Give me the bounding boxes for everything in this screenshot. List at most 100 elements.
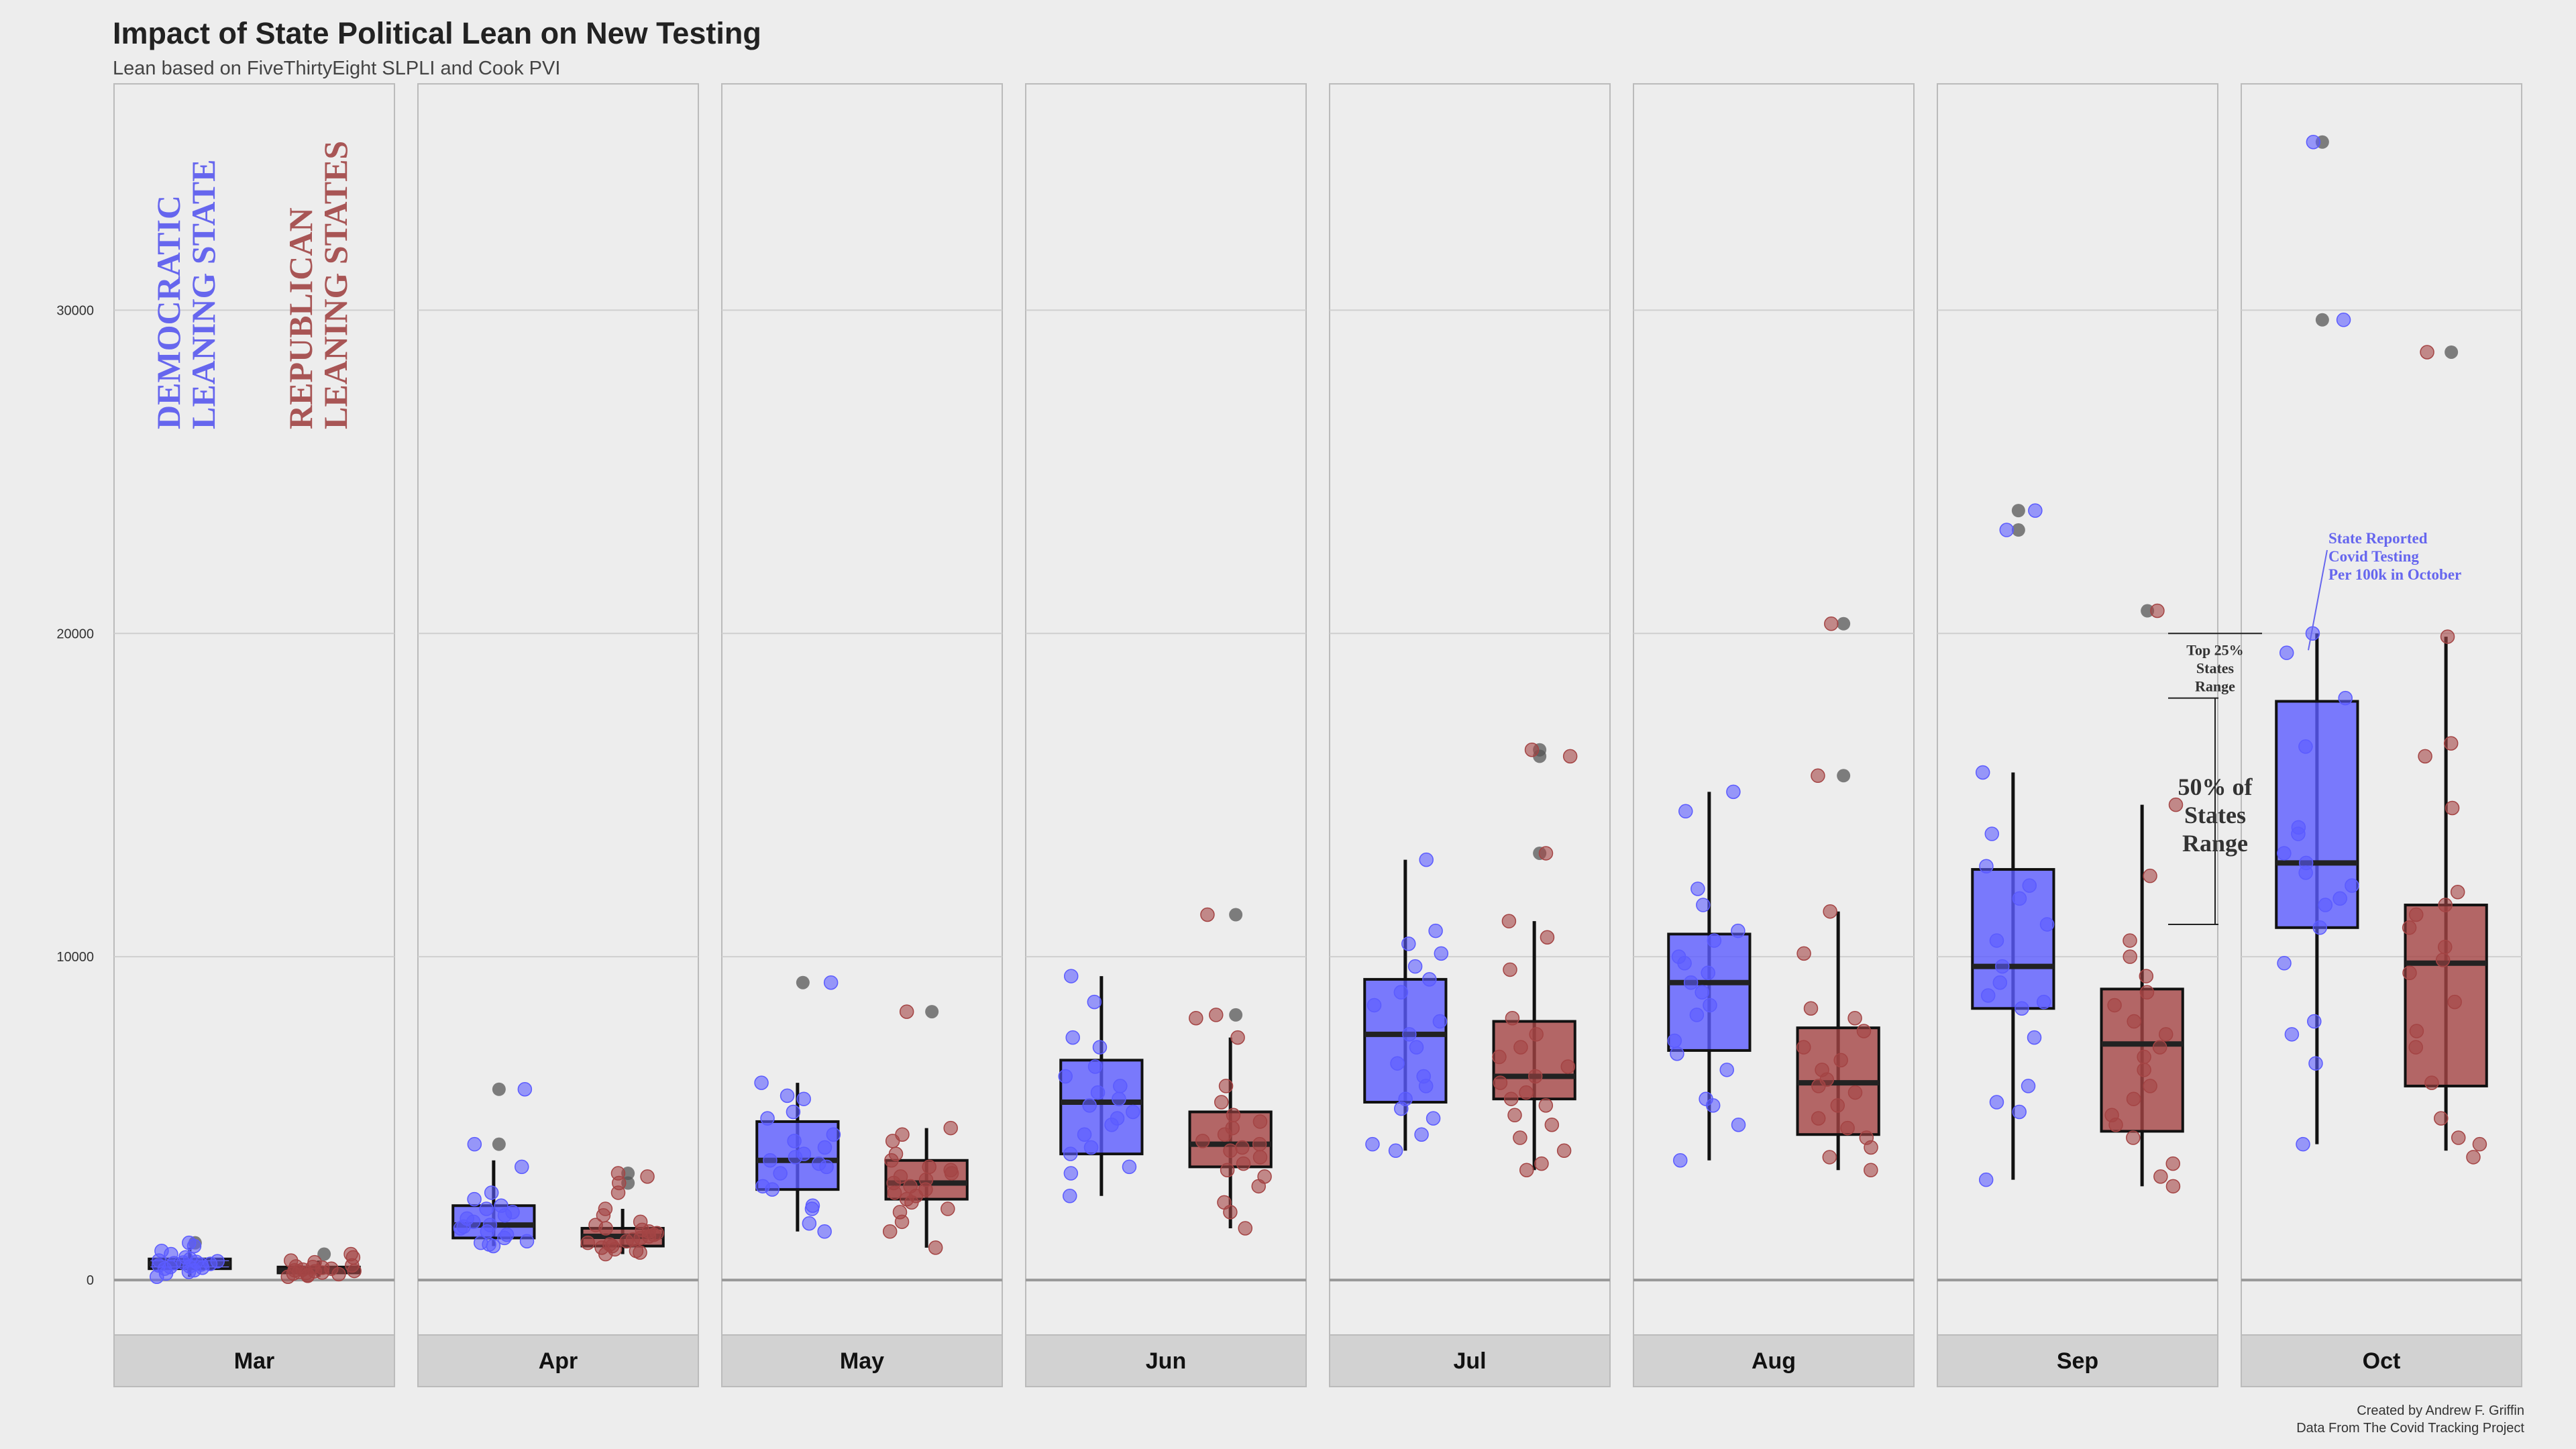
data-point [1126, 1104, 1140, 1120]
data-point [765, 1182, 780, 1197]
data-point [486, 1238, 501, 1254]
data-point [2015, 1001, 2029, 1016]
outlier-point [2315, 313, 2329, 327]
data-point [1999, 523, 2015, 537]
data-point [150, 1269, 164, 1285]
data-point [2338, 690, 2353, 706]
republican-leaning-label-line: LEANING STATES [317, 141, 354, 429]
data-point [1505, 1010, 1520, 1026]
data-point [519, 1234, 535, 1248]
data-point [2279, 645, 2294, 660]
data-point [1683, 975, 1699, 990]
panel-frame [1329, 83, 1611, 1336]
data-point [2126, 1130, 2141, 1145]
data-point [1519, 1163, 1534, 1177]
data-point [1830, 1098, 1845, 1113]
data-point [1667, 1033, 1682, 1049]
data-point [186, 1238, 202, 1254]
data-point [1979, 859, 1994, 873]
data-point [1995, 959, 2010, 974]
data-point [497, 1230, 512, 1246]
data-point [2277, 956, 2292, 971]
data-point [331, 1267, 346, 1282]
data-point [1238, 1221, 1253, 1236]
data-point [1426, 1111, 1441, 1126]
data-point [619, 1234, 634, 1248]
data-point [1975, 765, 1990, 780]
box-dem-jun [1058, 969, 1144, 1203]
data-point [899, 1004, 914, 1019]
data-point [1513, 1040, 1528, 1055]
data-point [1401, 936, 1416, 951]
democratic-leaning-label: DEMOCRATICLEANING STATE [150, 160, 222, 429]
data-point [2298, 739, 2313, 754]
facet-panel-aug: Aug [1633, 83, 1915, 1387]
data-point [2107, 998, 2122, 1013]
facet-panel-mar: Mar [113, 83, 395, 1387]
data-point [633, 1245, 647, 1260]
data-point [1670, 1046, 1684, 1061]
data-point [1690, 881, 1705, 896]
data-point [2022, 878, 2037, 893]
facet-strip-label: Mar [234, 1348, 274, 1374]
data-point [1519, 1085, 1534, 1100]
data-point [2137, 1049, 2151, 1065]
data-point [1418, 1079, 1434, 1093]
data-point [1529, 1027, 1544, 1042]
data-point [1731, 1118, 1746, 1132]
oct-testing-annotation-line: State Reported [2328, 530, 2428, 547]
facet-panel-may: May [721, 83, 1003, 1387]
data-point [2308, 1056, 2323, 1071]
outlier-point [621, 1167, 635, 1181]
data-point [2298, 865, 2313, 880]
data-point [2437, 939, 2453, 955]
data-point [2150, 603, 2165, 619]
data-point [2332, 891, 2347, 906]
data-point [1544, 1118, 1560, 1132]
data-point [760, 1111, 775, 1126]
data-point [1082, 1098, 1097, 1113]
data-point [1978, 1172, 1994, 1187]
data-point [2153, 1169, 2168, 1184]
data-point [1217, 1127, 1232, 1142]
data-point [2165, 1179, 2181, 1194]
data-point [1113, 1079, 1128, 1093]
data-point [1428, 923, 1443, 938]
data-point [2028, 503, 2043, 518]
data-point [1393, 985, 1409, 1000]
data-point [1796, 1040, 1811, 1055]
data-point [1524, 742, 1540, 757]
data-point [2447, 994, 2462, 1010]
data-point [2450, 885, 2465, 900]
data-point [1090, 1085, 1106, 1100]
data-point [2123, 949, 2137, 964]
facet-strip-label: Sep [2057, 1348, 2098, 1374]
fifty-percent-range-annotation-line: States [2184, 802, 2246, 828]
data-point [2440, 629, 2455, 644]
data-point [1230, 1030, 1245, 1045]
data-point [1840, 1120, 1855, 1136]
data-point [754, 1075, 769, 1090]
box-dem-mar [148, 1235, 232, 1285]
data-point [1394, 1101, 1409, 1116]
data-point [1503, 1091, 1519, 1106]
data-point [1696, 898, 1711, 912]
republican-leaning-label: REPUBLICANLEANING STATES [282, 141, 354, 429]
data-point [2108, 1118, 2123, 1132]
data-point [1677, 956, 1692, 971]
democratic-leaning-label-line: DEMOCRATIC [150, 195, 187, 429]
chart-title: Impact of State Political Lean on New Te… [113, 16, 761, 50]
outlier-point [796, 975, 810, 989]
data-point [1195, 1134, 1210, 1148]
data-point [1695, 985, 1709, 1000]
data-point [2466, 1150, 2481, 1165]
facet-strip [1633, 1334, 1915, 1387]
top25-range-annotation-line: States [2196, 659, 2235, 676]
y-tick-label: 10000 [56, 950, 94, 965]
data-point [823, 975, 839, 990]
box [1971, 868, 2055, 1010]
data-point [2137, 1063, 2151, 1077]
box-rep-oct [2402, 345, 2488, 1165]
box-rep-mar [276, 1246, 362, 1285]
